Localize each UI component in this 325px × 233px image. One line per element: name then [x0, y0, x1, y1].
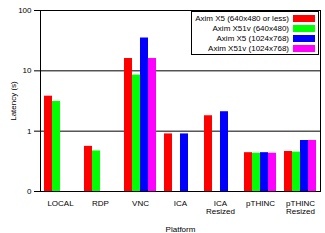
html-text:Axim X5 (1024x768): Axim X5 (1024x768) [216, 33, 289, 43]
svg-text:RDP: RDP [92, 199, 109, 208]
svg-text:pTHINCResized: pTHINCResized [286, 199, 315, 216]
html-text:Axim X51v (640x480): Axim X51v (640x480) [212, 23, 289, 33]
svg-text:10: 10 [23, 66, 32, 75]
html-text:Axim X51v (1024x768): Axim X51v (1024x768) [208, 43, 289, 53]
svg-text:ICA: ICA [174, 199, 188, 208]
svg-text:Latency (s): Latency (s) [9, 81, 18, 121]
svg-text:100: 100 [18, 6, 32, 15]
svg-text:1: 1 [27, 127, 32, 136]
svg-text:ICAResized: ICAResized [206, 199, 235, 216]
svg-text:0: 0 [27, 187, 32, 196]
html-text:Axim X5 (640x480 or less): Axim X5 (640x480 or less) [195, 13, 289, 23]
svg-text:LOCAL: LOCAL [47, 199, 74, 208]
svg-text:Platform: Platform [166, 225, 196, 233]
svg-text:VNC: VNC [132, 199, 149, 208]
svg-text:pTHINC: pTHINC [246, 199, 275, 208]
